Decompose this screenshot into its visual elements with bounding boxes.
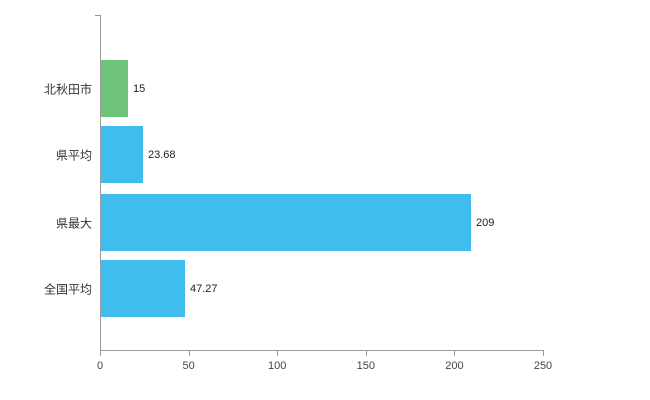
x-axis-tick-0 — [100, 351, 101, 356]
x-axis-tick-200 — [454, 351, 456, 356]
bar-2 — [101, 126, 143, 183]
value-label-3: 209 — [476, 216, 495, 229]
value-label-1: 15 — [133, 82, 146, 95]
bar-1 — [101, 60, 128, 117]
category-label-4: 全国平均 — [43, 282, 92, 296]
x-axis-tick-150 — [365, 351, 367, 356]
category-label-2: 県平均 — [55, 148, 92, 162]
bar-4 — [101, 260, 185, 317]
bar-3 — [101, 194, 471, 251]
x-axis-tick-100 — [277, 351, 279, 356]
x-axis-label-250: 250 — [533, 360, 553, 372]
category-label-3: 県最大 — [55, 216, 92, 230]
x-axis-label-50: 50 — [182, 360, 195, 372]
x-axis-label-200: 200 — [445, 360, 464, 372]
x-axis-tick-50 — [188, 351, 190, 356]
x-axis-label-150: 150 — [356, 360, 375, 372]
y-axis-top-tick — [95, 15, 101, 16]
value-label-2: 23.68 — [148, 148, 176, 161]
value-label-4: 47.27 — [190, 282, 218, 295]
category-label-1: 北秋田市 — [43, 82, 92, 96]
x-axis-label-100: 100 — [268, 360, 287, 372]
x-axis-tick-250 — [543, 351, 544, 356]
x-axis-label-0: 0 — [96, 360, 104, 372]
plot-area: 15 23.68 209 47.27 — [95, 15, 544, 351]
